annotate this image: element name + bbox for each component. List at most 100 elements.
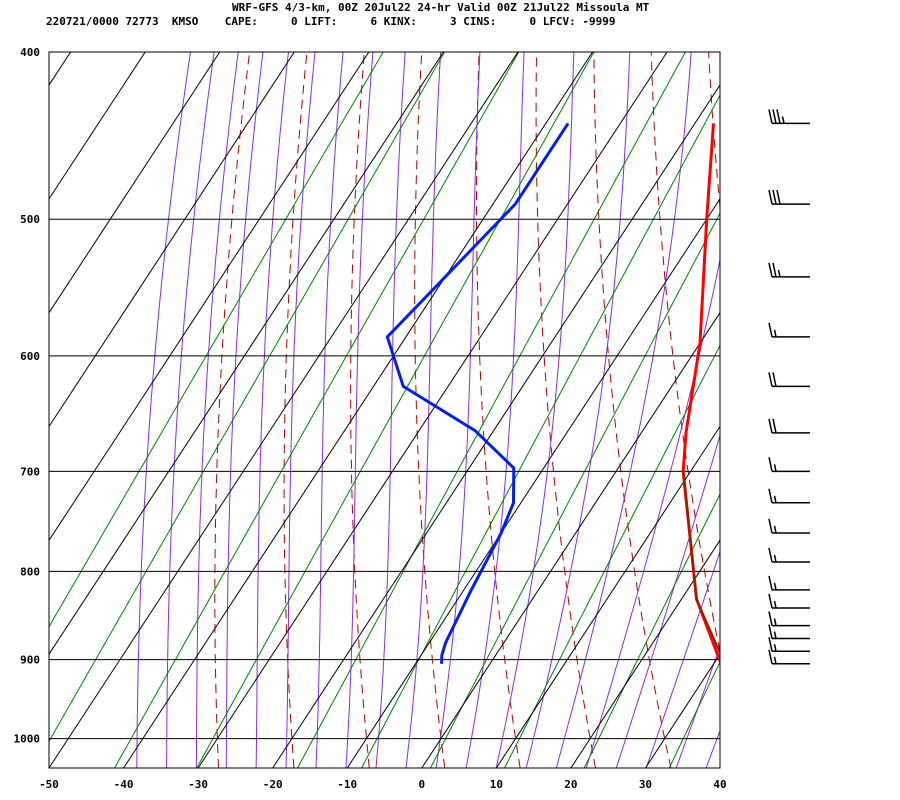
dry-adiabat (766, 52, 897, 768)
isotherm-line (49, 52, 444, 656)
wind-barb (768, 611, 810, 627)
moist-adiabat (555, 52, 692, 768)
moist-adiabat (766, 52, 900, 768)
dry-adiabat (350, 52, 370, 768)
barb-half-flag (773, 631, 777, 639)
y-tick-label: 800 (20, 565, 40, 578)
dry-adiabat (881, 52, 900, 768)
moist-adiabat (495, 52, 575, 768)
moist-adiabat (345, 52, 374, 768)
mixing-ratio-line (504, 344, 720, 768)
barb-half-flag (773, 582, 777, 591)
isotherm-line (495, 425, 720, 768)
barb-half-flag (773, 554, 777, 563)
barb-flag (768, 189, 773, 205)
y-tick-label: 900 (20, 654, 40, 667)
x-tick-label: -20 (263, 778, 283, 791)
moist-adiabat (285, 52, 316, 768)
wind-barb (768, 488, 810, 504)
moist-adiabat (195, 52, 239, 768)
dry-adiabat (535, 52, 596, 768)
wind-barb (768, 372, 810, 388)
moist-adiabat (375, 52, 406, 768)
isotherm-line (49, 52, 221, 314)
wind-barb (768, 262, 810, 278)
x-tick-label: -40 (114, 778, 134, 791)
isotherm-line (49, 52, 370, 542)
barb-flag (772, 109, 777, 124)
isotherm-line (197, 52, 668, 768)
isotherm-line (719, 767, 720, 768)
wind-barb (768, 575, 810, 591)
wind-barb (768, 109, 810, 125)
moist-adiabat (255, 52, 289, 768)
x-tick-label: 30 (639, 778, 652, 791)
moist-adiabat (736, 52, 900, 768)
barb-flag (768, 488, 773, 503)
y-tick-label: 400 (20, 46, 40, 59)
barb-half-flag (773, 600, 777, 609)
parcel-profile (682, 471, 720, 656)
mixing-ratio-line (668, 661, 720, 768)
barb-flag (768, 109, 773, 124)
mixing-ratio-line (429, 212, 720, 768)
barb-flag (768, 575, 773, 591)
x-tick-label: 0 (418, 778, 425, 791)
moist-adiabat (585, 257, 720, 768)
barb-flag (768, 547, 773, 563)
x-tick-label: -10 (337, 778, 357, 791)
barb-flag (772, 189, 777, 205)
dry-adiabat (476, 52, 521, 768)
moist-adiabat (705, 729, 720, 768)
mixing-ratio-line (583, 492, 720, 768)
isotherm-line (346, 197, 720, 768)
barb-flag (768, 457, 773, 472)
moist-adiabat (136, 52, 191, 768)
moist-adiabat (615, 433, 720, 768)
x-tick-label: -30 (188, 778, 208, 791)
mixing-ratio-line (297, 52, 686, 768)
isotherm-line (123, 52, 593, 768)
barb-half-flag (773, 618, 777, 626)
mixing-ratio-line (361, 94, 720, 768)
wind-barb (768, 457, 810, 473)
dry-adiabat (414, 52, 446, 768)
moist-adiabat (405, 52, 442, 768)
wind-barb (768, 418, 810, 434)
mixing-ratio-line (49, 52, 384, 628)
barb-half-flag (773, 525, 777, 534)
moist-adiabat (645, 550, 720, 768)
barb-half-flag (777, 269, 781, 278)
dry-adiabat (650, 52, 720, 654)
y-tick-label: 500 (20, 213, 40, 226)
isotherm-line (49, 52, 295, 428)
wind-barb (768, 649, 810, 665)
wind-barb (768, 624, 810, 640)
isotherm-line (421, 311, 720, 768)
x-tick-label: -50 (39, 778, 59, 791)
moist-adiabat (465, 52, 525, 768)
barb-half-flag (773, 495, 777, 503)
barb-half-flag (773, 329, 777, 338)
barb-flag (768, 418, 773, 434)
moist-adiabat (435, 52, 481, 768)
dry-adiabat (283, 52, 308, 768)
y-tick-label: 700 (20, 465, 40, 478)
mixing-ratio-line (114, 52, 520, 768)
barb-flag (776, 109, 781, 124)
barb-flag (768, 593, 773, 609)
dewpoint-profile (385, 122, 570, 664)
temperature-profile (681, 123, 720, 665)
barb-flag (768, 624, 773, 639)
mixing-ratio-line (759, 52, 900, 768)
barb-half-flag (773, 656, 777, 664)
x-tick-label: 20 (564, 778, 577, 791)
wind-barb (768, 189, 810, 205)
mixing-ratio-line (49, 52, 446, 743)
mixing-ratio-line (849, 52, 900, 768)
barb-flag (768, 611, 773, 626)
x-tick-label: 40 (713, 778, 726, 791)
barb-flag (768, 518, 773, 534)
wind-barb (768, 547, 810, 563)
